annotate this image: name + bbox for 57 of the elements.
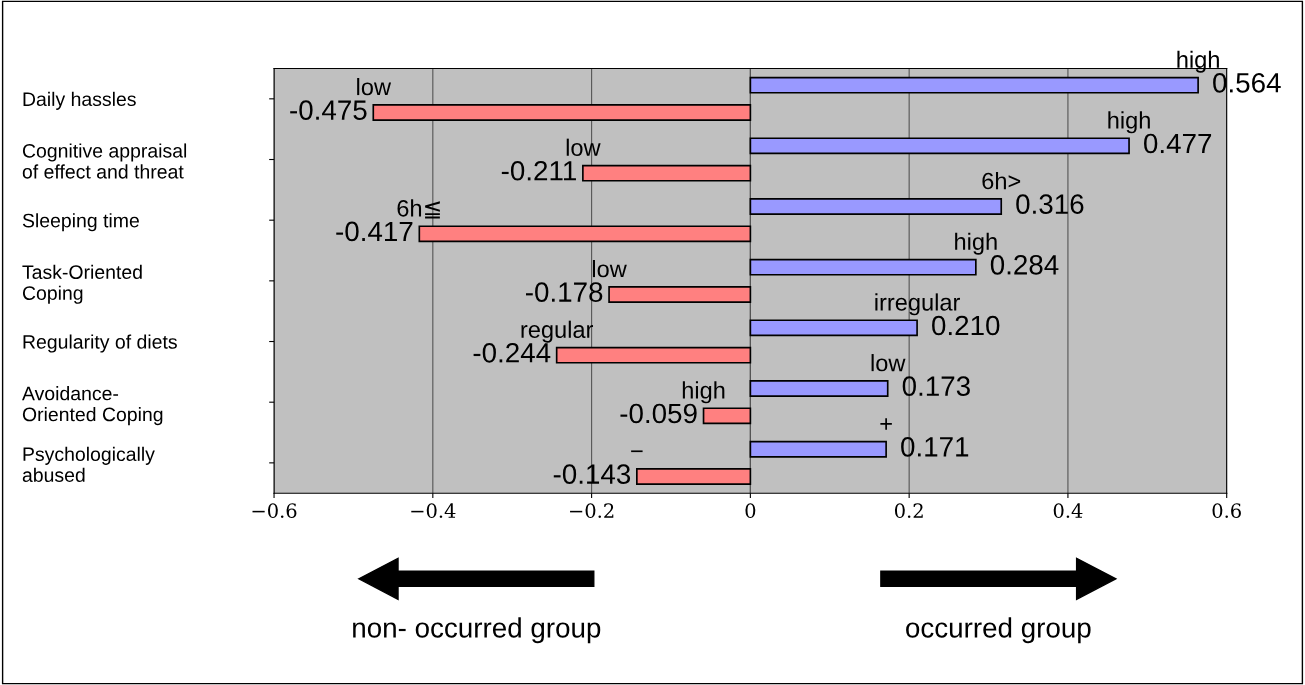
annotation: low xyxy=(566,138,601,156)
data-label: -0.143 xyxy=(553,464,631,484)
data-label: 0.210 xyxy=(932,315,1000,336)
x-tick-label: 0.4 xyxy=(1053,503,1083,518)
text: occurred group xyxy=(906,617,1091,644)
bar xyxy=(555,346,752,364)
bar xyxy=(608,286,752,303)
x-tick-label: −0.4 xyxy=(411,503,456,518)
annotation: low xyxy=(592,259,627,278)
y-tick-label: Sleeping time xyxy=(22,213,139,232)
data-label: -0.059 xyxy=(620,403,697,424)
annotation: high xyxy=(1177,50,1219,73)
data-label: 0.316 xyxy=(1016,194,1084,214)
bar xyxy=(702,407,752,425)
data-label: -0.178 xyxy=(525,282,603,302)
y-tick-label: Psychologically abused xyxy=(22,446,155,482)
data-label: -0.244 xyxy=(473,342,551,363)
data-label: 0.171 xyxy=(901,437,969,457)
annotation: high xyxy=(955,232,997,255)
x-tick-label: −0.6 xyxy=(252,503,297,518)
x-tick-label: 0.2 xyxy=(894,503,923,518)
bar xyxy=(749,440,887,458)
bar xyxy=(749,319,918,337)
x-tick-label: 0 xyxy=(745,503,756,518)
data-label: -0.475 xyxy=(290,100,367,120)
bar xyxy=(636,468,752,485)
bar xyxy=(749,198,1003,215)
data-label: 0.477 xyxy=(1144,133,1212,154)
annotation: irregular xyxy=(875,293,960,316)
data-label: -0.211 xyxy=(501,160,576,181)
data-label: 0.173 xyxy=(902,376,970,396)
annotation: regular xyxy=(521,320,594,343)
annotation: + xyxy=(880,418,892,430)
bar xyxy=(418,225,752,243)
annotation: low xyxy=(871,354,906,372)
bar xyxy=(372,104,752,121)
data-label: -0.417 xyxy=(336,221,413,242)
y-tick-label: Cognitive appraisal of effect and threat xyxy=(22,143,187,179)
annotation: high xyxy=(682,381,725,404)
bar xyxy=(749,258,977,276)
annotation: 6h> xyxy=(982,172,1021,190)
bar xyxy=(582,164,752,182)
bar xyxy=(749,380,889,397)
bar xyxy=(749,76,1199,94)
x-tick-label: 0.6 xyxy=(1212,503,1241,518)
y-tick-label: Task-Oriented Coping xyxy=(22,264,142,304)
data-label: 0.284 xyxy=(990,254,1059,275)
annotation: − xyxy=(631,450,643,453)
annotation: low xyxy=(357,77,392,96)
y-tick-label: Regularity of diets xyxy=(23,334,177,353)
bar xyxy=(749,137,1130,155)
text: non- occurred group xyxy=(353,617,601,644)
annotation: 6h≦ xyxy=(397,199,440,219)
x-tick-label: −0.2 xyxy=(570,503,614,518)
annotation: high xyxy=(1108,111,1150,134)
y-tick-label: Avoidance- Oriented Coping xyxy=(22,386,163,426)
y-tick-label: Daily hassles xyxy=(23,91,136,110)
